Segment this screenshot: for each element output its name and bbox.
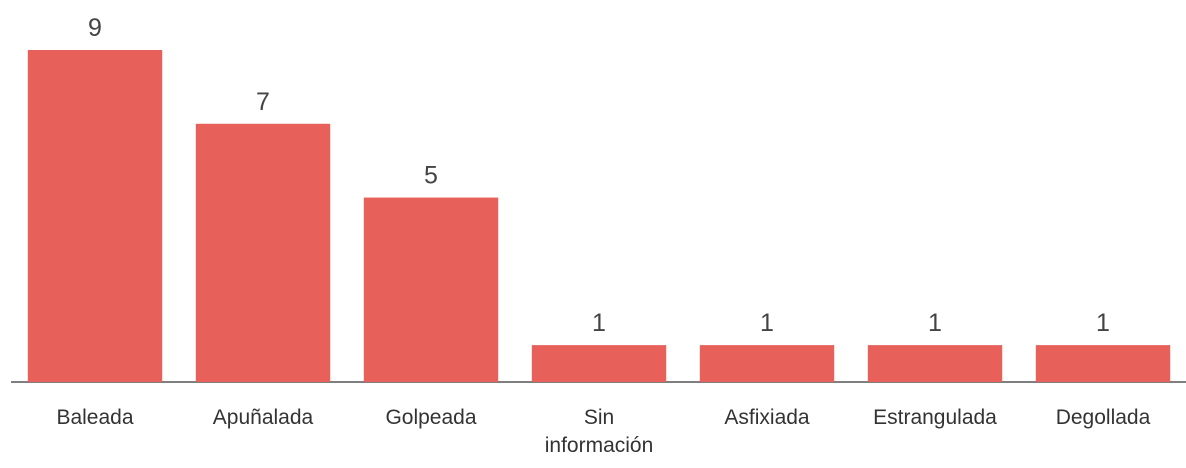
bar [531,345,667,382]
value-label: 5 [424,162,438,190]
value-label: 1 [1096,309,1110,337]
bar [27,50,163,382]
x-tick-label: Sin información [544,406,654,457]
x-tick-label: Degollada [1055,406,1151,429]
x-tick-label: Asfixiada [724,406,810,429]
x-tick-label: Estrangulada [873,406,997,429]
value-label: 1 [760,309,774,337]
x-tick-label: Golpeada [385,406,477,429]
bar [1035,345,1171,382]
bar [867,345,1003,382]
value-label: 1 [592,309,606,337]
bar [363,197,499,382]
x-tick-label: Apuñalada [212,406,314,429]
value-label: 7 [256,88,270,116]
bar [699,345,835,382]
value-label: 9 [88,14,102,42]
bar [195,123,331,383]
x-tick-label: Baleada [56,406,134,429]
value-label: 1 [928,309,942,337]
